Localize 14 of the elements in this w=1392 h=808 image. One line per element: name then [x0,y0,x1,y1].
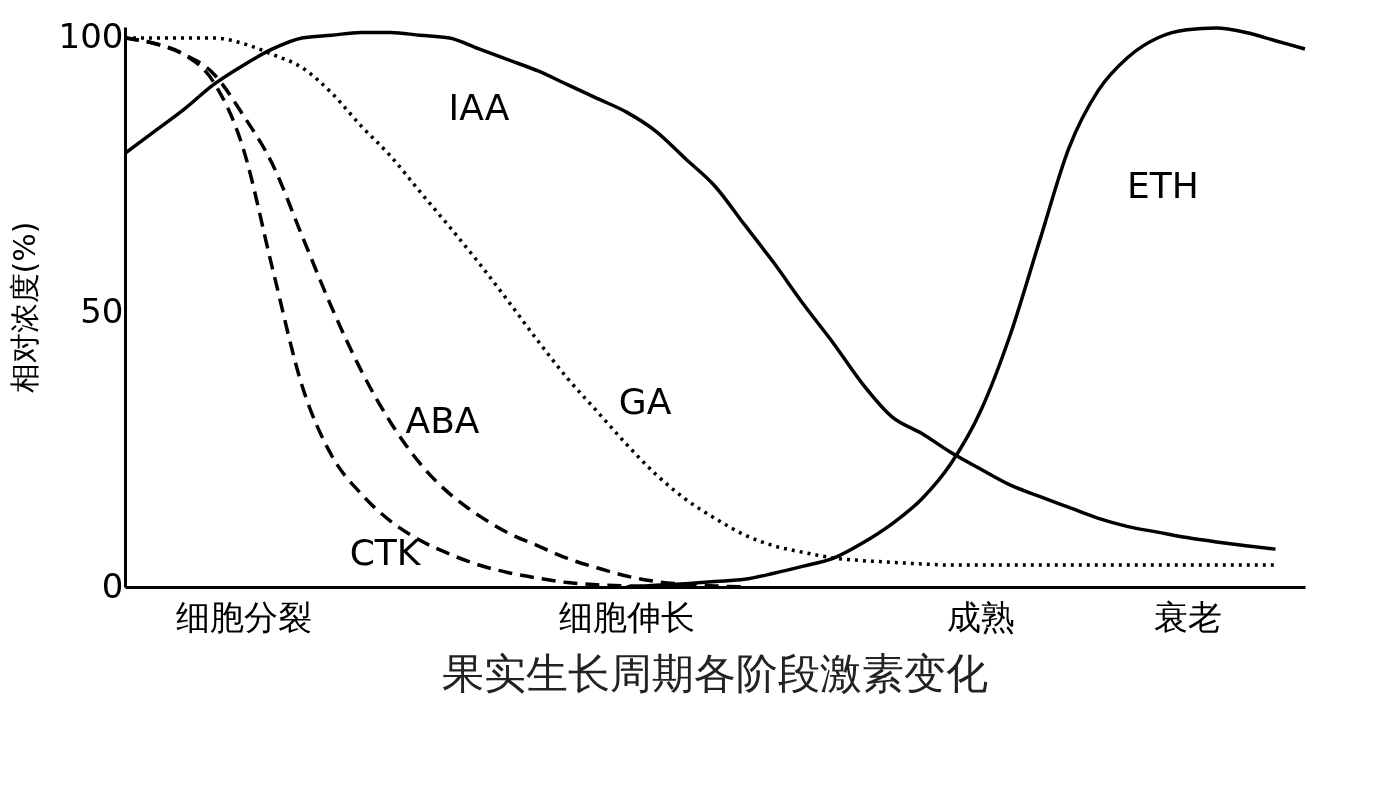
series-label: CTK [349,531,422,573]
x-tick-label: 衰老 [1153,596,1222,637]
x-tick-label: 细胞伸长 [559,596,695,637]
y-axis-title: 相对浓度(%) [6,221,42,394]
series-label: GA [618,381,672,423]
x-tick-label: 细胞分裂 [175,596,312,637]
text: 果实生长周期各阶段激素变化 [442,649,988,698]
series-label: ABA [405,400,480,442]
x-tick-label: 成熟 [947,596,1015,637]
y-tick-label: 50 [80,290,124,331]
series-label: ETH [1127,164,1199,206]
series-label: IAA [448,86,510,128]
y-tick-label: 100 [58,16,124,57]
y-tick-label: 0 [101,565,124,606]
